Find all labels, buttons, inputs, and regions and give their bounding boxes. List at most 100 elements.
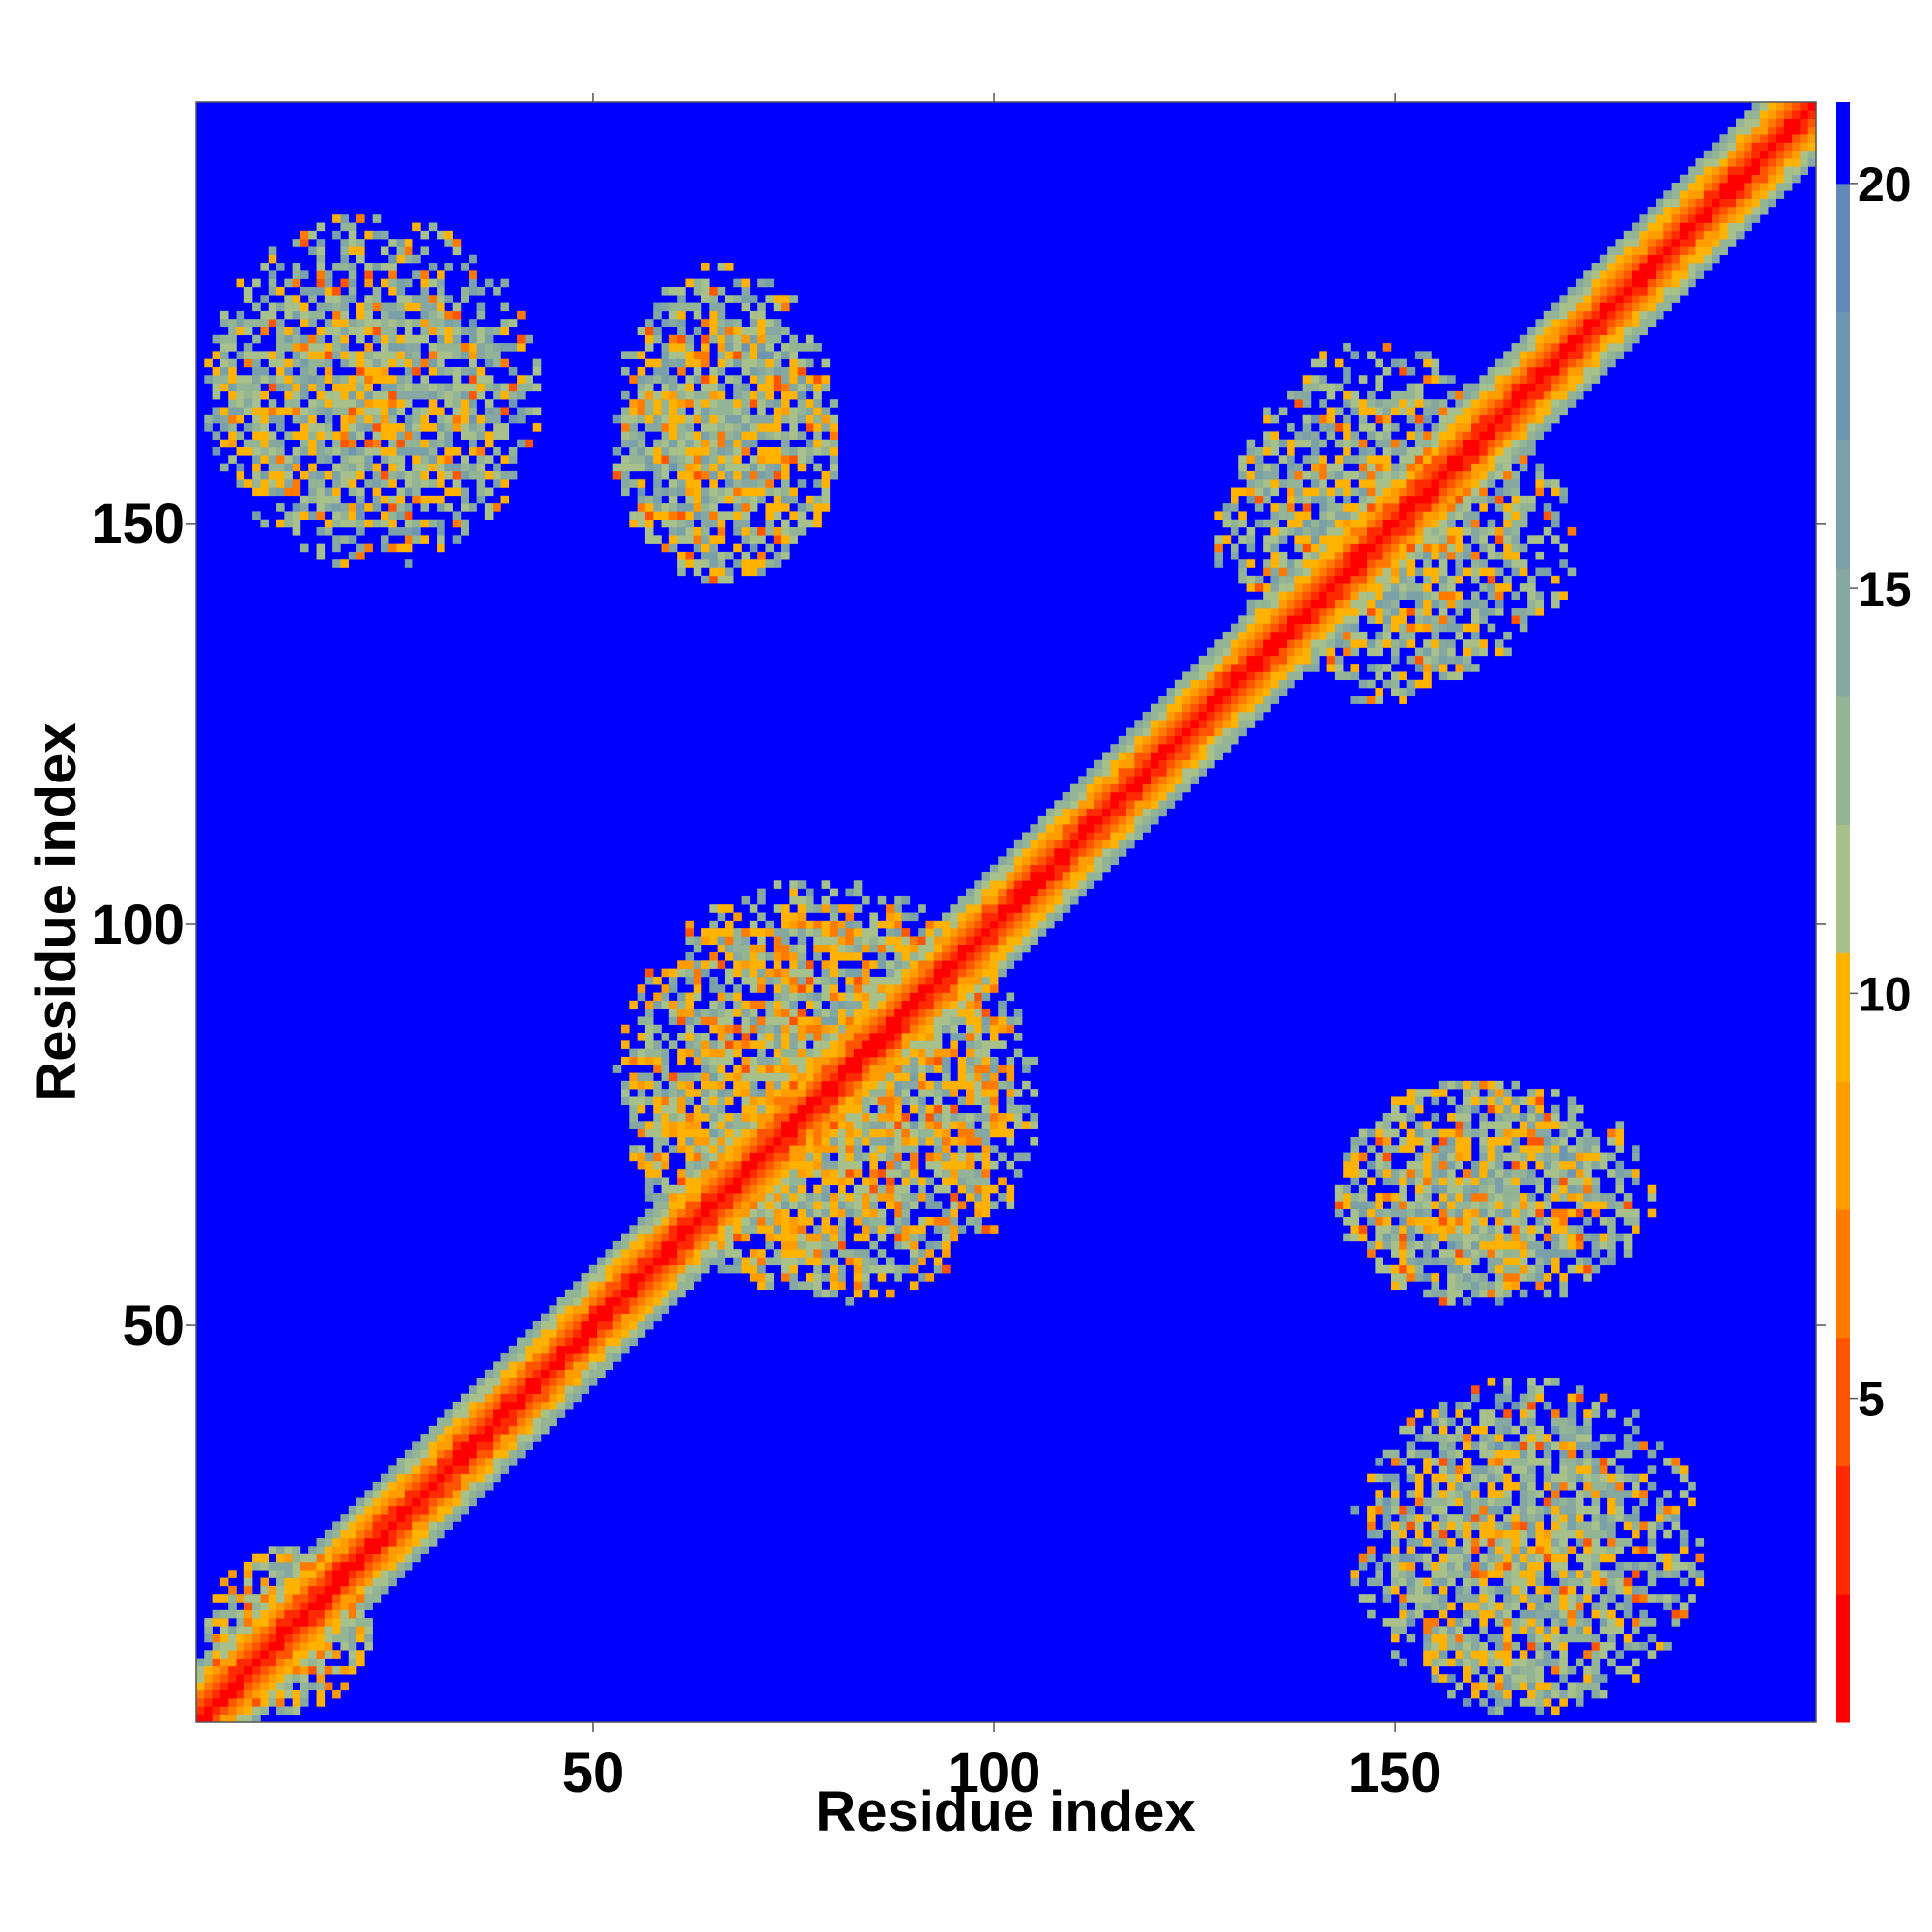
heatmap-cell: [1487, 1473, 1496, 1483]
heatmap-cell: [1334, 1208, 1344, 1218]
heatmap-cell: [668, 1264, 678, 1274]
heatmap-cell: [877, 1096, 887, 1106]
heatmap-cell: [1414, 1553, 1424, 1563]
heatmap-cell: [862, 1264, 870, 1274]
heatmap-cell: [1559, 1434, 1568, 1442]
heatmap-cell: [629, 1048, 638, 1058]
heatmap-cell: [1207, 744, 1215, 753]
heatmap-cell: [612, 1273, 622, 1282]
heatmap-cell: [1110, 759, 1120, 769]
heatmap-cell: [765, 1104, 775, 1114]
heatmap-cell: [644, 1264, 654, 1274]
heatmap-cell: [701, 1033, 710, 1041]
heatmap-cell: [1567, 1626, 1577, 1634]
heatmap-cell: [950, 1233, 958, 1242]
heatmap-cell: [749, 1000, 758, 1009]
heatmap-cell: [701, 1136, 710, 1146]
heatmap-cell: [292, 1602, 301, 1611]
heatmap-cell: [661, 992, 670, 1002]
heatmap-cell: [1599, 1490, 1608, 1498]
heatmap-cell: [733, 1193, 742, 1202]
heatmap-cell: [243, 1698, 253, 1707]
heatmap-cell: [1559, 1152, 1568, 1162]
heatmap-cell: [1487, 1201, 1496, 1209]
heatmap-cell: [1182, 688, 1191, 696]
heatmap-cell: [1599, 1690, 1608, 1699]
heatmap-cell: [412, 1505, 421, 1515]
heatmap-cell: [243, 1714, 253, 1723]
heatmap-cell: [1013, 928, 1023, 937]
heatmap-cell: [1391, 1538, 1400, 1547]
heatmap-cell: [765, 1000, 775, 1009]
heatmap-cell: [717, 1225, 726, 1234]
heatmap-cell: [1527, 1602, 1536, 1611]
heatmap-cell: [885, 920, 895, 929]
heatmap-cell: [1551, 1641, 1560, 1651]
heatmap-cell: [1494, 1553, 1504, 1563]
heatmap-cell: [693, 968, 702, 978]
heatmap-cell: [292, 1674, 301, 1683]
heatmap-cell: [757, 1169, 766, 1178]
heatmap-cell: [581, 1273, 590, 1282]
heatmap-cell: [1414, 1514, 1424, 1522]
heatmap-cell: [243, 1674, 253, 1683]
heatmap-cell: [1294, 671, 1303, 681]
heatmap-cell: [1615, 1208, 1625, 1218]
heatmap-cell: [1511, 1449, 1520, 1459]
heatmap-cell: [1583, 1257, 1592, 1266]
heatmap-cell: [1238, 720, 1247, 728]
heatmap-cell: [356, 1529, 365, 1539]
heatmap-cell: [869, 1080, 878, 1090]
heatmap-cell: [348, 1546, 357, 1554]
heatmap-cell: [1166, 759, 1176, 769]
heatmap-cell: [724, 1177, 734, 1186]
heatmap-cell: [862, 1136, 870, 1146]
heatmap-cell: [974, 1024, 982, 1034]
heatmap-cell: [1367, 1505, 1376, 1515]
heatmap-cell: [581, 1281, 590, 1290]
heatmap-cell: [1671, 1505, 1681, 1515]
heatmap-cell: [1431, 1233, 1440, 1242]
heatmap-cell: [1158, 696, 1167, 704]
heatmap-cell: [845, 1016, 855, 1026]
heatmap-cell: [885, 936, 895, 946]
heatmap-cell: [749, 1056, 758, 1065]
heatmap-cell: [1575, 1160, 1584, 1170]
heatmap-cell: [1013, 1169, 1023, 1178]
heatmap-cell: [404, 1449, 413, 1459]
heatmap-cell: [717, 1048, 726, 1058]
heatmap-cell: [1535, 1641, 1545, 1651]
heatmap-cell: [1591, 1690, 1601, 1699]
heatmap-cell: [1438, 1473, 1448, 1483]
heatmap-cell: [942, 1072, 951, 1082]
heatmap-cell: [1214, 744, 1223, 753]
heatmap-cell: [1543, 1626, 1552, 1634]
heatmap-cell: [500, 1417, 510, 1427]
heatmap-cell: [340, 1538, 350, 1547]
heatmap-cell: [1535, 1434, 1545, 1442]
heatmap-cell: [829, 1240, 838, 1250]
heatmap-cell: [974, 1152, 982, 1162]
heatmap-cell: [757, 888, 766, 897]
heatmap-cell: [284, 1618, 293, 1627]
heatmap-cell: [1006, 1113, 1015, 1122]
heatmap-cell: [1302, 647, 1312, 657]
heatmap-cell: [1350, 1577, 1360, 1587]
heatmap-cell: [724, 928, 734, 937]
heatmap-cell: [260, 1698, 270, 1707]
heatmap-cell: [1679, 1602, 1689, 1611]
heatmap-cell: [838, 1016, 846, 1026]
heatmap-cell: [260, 1682, 270, 1691]
heatmap-cell: [605, 1257, 613, 1266]
heatmap-cell: [316, 1658, 326, 1667]
heatmap-cell: [1423, 1233, 1432, 1242]
heatmap-cell: [1551, 1505, 1560, 1515]
heatmap-cell: [757, 1065, 766, 1073]
heatmap-cell: [1455, 1465, 1464, 1474]
heatmap-cell: [909, 1104, 919, 1114]
heatmap-cell: [741, 1169, 751, 1178]
heatmap-cell: [460, 1425, 469, 1435]
heatmap-cell: [1367, 647, 1376, 657]
heatmap-cell: [621, 1040, 630, 1049]
heatmap-cell: [444, 1490, 453, 1498]
